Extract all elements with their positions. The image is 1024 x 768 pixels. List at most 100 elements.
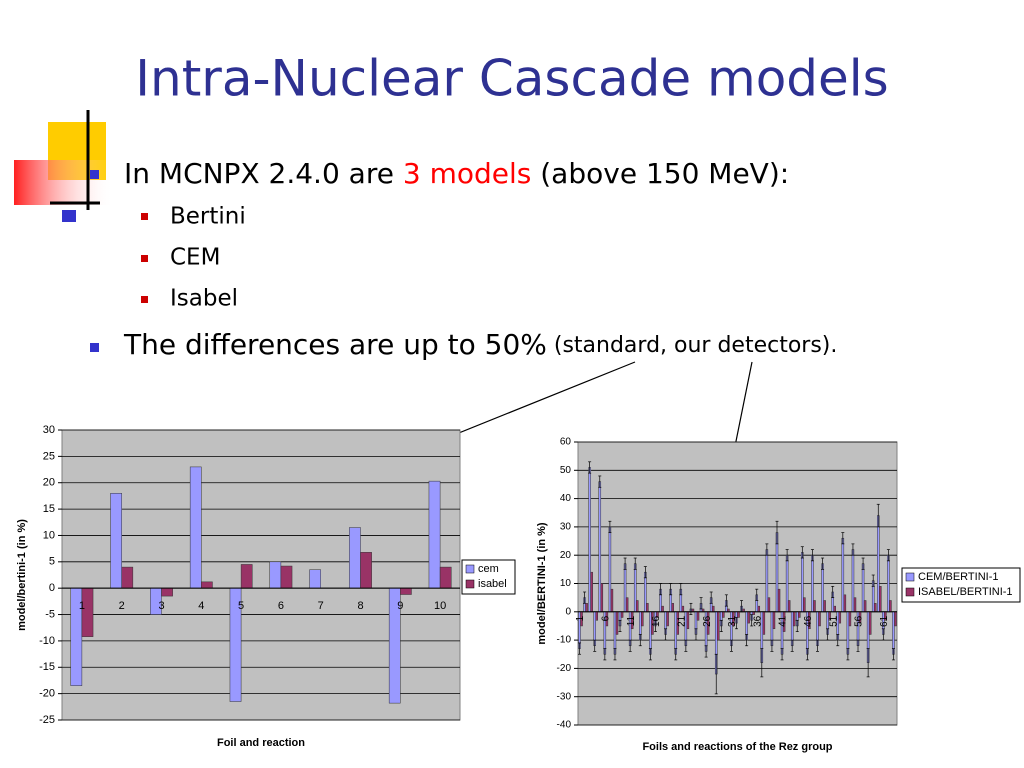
x-tick-label: 36 [752,615,763,627]
y-tick-label: -5 [45,608,55,620]
sub-bullet-text: Isabel [170,286,238,312]
bar [785,554,789,613]
bar [585,603,588,613]
bar [615,611,619,635]
bar [851,549,855,613]
y-tick-label: 10 [43,529,55,541]
y-tick-label: -30 [557,691,572,702]
bar [841,537,845,613]
bar [400,587,412,595]
bar [661,605,664,613]
bar [608,526,612,613]
bar [818,611,821,627]
bar [803,597,806,613]
bar [821,563,824,613]
bar [813,600,816,613]
bar [595,611,598,621]
bar [439,566,452,589]
y-tick-label: 40 [560,493,572,504]
bar [646,603,649,613]
bar [671,603,674,613]
bar [765,549,769,613]
text: (above 150 MeV): [531,157,789,190]
bar [666,611,669,627]
bar [349,527,361,589]
bar [892,611,895,655]
bar [894,611,897,627]
bar [620,611,624,618]
bullet [90,170,99,179]
x-tick-label: 61 [879,615,890,627]
y-tick-label: -40 [557,720,572,731]
text: The differences are up to 50% [123,328,547,361]
bar [792,611,796,627]
bar [161,587,173,597]
sub-bullet-text: Bertini [170,204,246,230]
bar [81,587,94,637]
bar [633,563,637,613]
x-axis-label: Foil and reaction [217,737,305,749]
bar [823,600,826,613]
x-tick-label: 56 [854,615,865,627]
y-tick-label: 30 [43,424,55,436]
bar [110,493,122,589]
x-tick-label: 41 [778,615,789,627]
legend-swatch [905,572,915,582]
sub-bullet [141,213,148,220]
x-tick-label: 3 [158,600,164,612]
bar [696,611,700,621]
bar [613,611,617,655]
bar [590,571,593,613]
bar [879,586,882,613]
y-tick-label: -20 [557,663,572,674]
bar [775,532,779,613]
y-tick-label: 30 [560,522,572,533]
bar [240,564,253,589]
bar [873,603,877,613]
bar [868,611,872,635]
bar [635,600,639,613]
y-tick-label: 5 [49,556,55,568]
x-tick-label: 10 [434,600,446,612]
bar [798,611,801,618]
bar [801,552,804,613]
x-tick-label: 21 [676,615,687,627]
bar [716,611,720,641]
x-tick-label: 6 [600,615,611,621]
bar [848,611,852,627]
bar [747,611,750,624]
bar [833,605,836,613]
legend-box [901,567,1021,603]
x-tick-label: 5 [238,600,244,612]
x-tick-label: 16 [651,615,662,627]
bar [280,565,293,589]
y-tick-label: -20 [39,688,55,700]
sub-bullet [141,255,148,262]
bar [588,467,591,613]
x-tick-label: 6 [278,600,284,612]
bar [121,566,134,589]
bar [623,563,627,613]
y-axis-label: model/bertini-1 (in %) [16,519,28,631]
bar [189,466,202,589]
bar [625,597,629,613]
y-tick-label: 15 [43,503,55,515]
bar [811,554,814,613]
slide-title: Intra-Nuclear Cascade models [135,50,888,108]
text-small: (standard, our detectors). [547,333,838,358]
x-axis-label: Foils and reactions of the Rez group [642,741,832,753]
bar [681,605,685,613]
x-tick-label: 2 [119,600,125,612]
bar [887,554,890,613]
legend-label: cem [478,563,499,575]
bar [767,597,771,613]
y-tick-label: 60 [560,437,572,448]
bar [610,588,614,613]
sub-bullet-text: CEM [170,245,220,271]
y-tick-label: -25 [39,714,55,726]
bar [853,597,857,613]
legend-swatch [905,587,915,597]
bullet-text: In MCNPX 2.4.0 are 3 models (above 150 M… [124,157,789,190]
